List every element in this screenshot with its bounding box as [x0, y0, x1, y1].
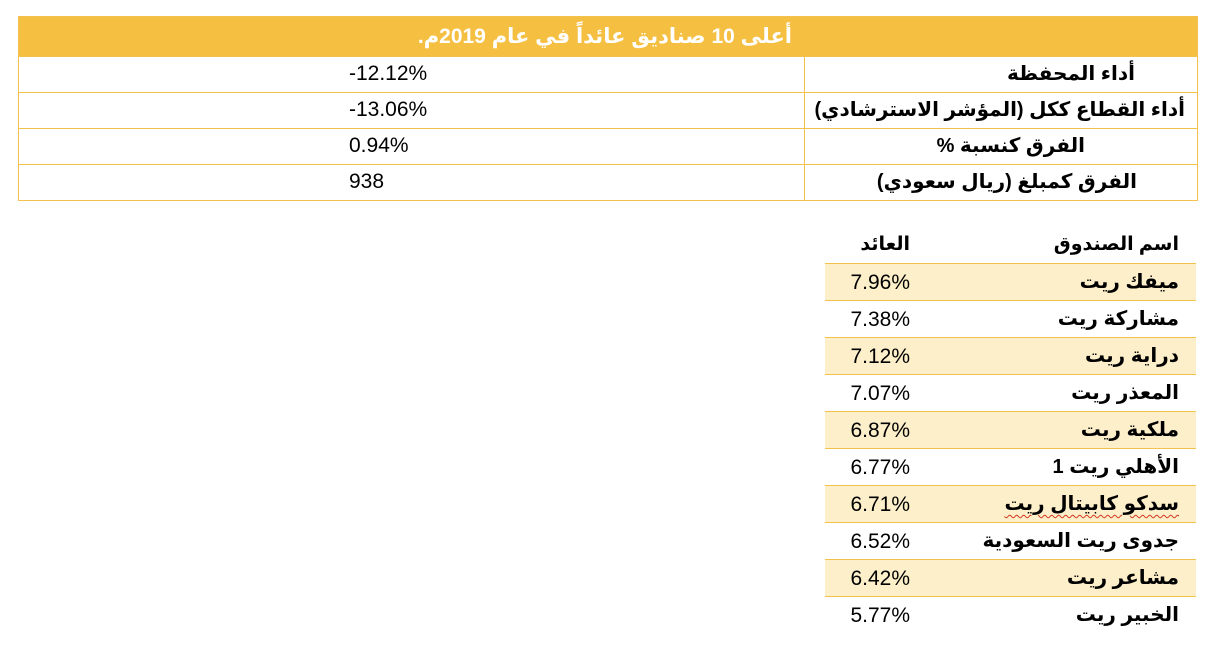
summary-label: الفرق كنسبة %	[936, 135, 1085, 157]
fund-row: 6.77% الأهلي ريت 1	[825, 448, 1196, 485]
funds-table: العائد اسم الصندوق 7.96% ميفك ريت 7.38% …	[825, 226, 1196, 633]
fund-name: جدوى ريت السعودية	[982, 530, 1179, 552]
fund-row: 6.42% مشاعر ريت	[825, 559, 1196, 596]
fund-return: 6.77%	[850, 456, 910, 479]
funds-header: العائد اسم الصندوق	[825, 226, 1196, 263]
fund-row: 7.12% دراية ريت	[825, 337, 1196, 374]
fund-name: سدكو كابيتال ريت	[910, 486, 1196, 522]
summary-value: -12.12%	[19, 57, 805, 92]
fund-return: 6.87%	[850, 419, 910, 442]
fund-row: 6.71% سدكو كابيتال ريت	[825, 485, 1196, 522]
summary-label: أداء القطاع ككل (المؤشر الاسترشادي)	[814, 99, 1186, 121]
summary-value: 938	[19, 165, 805, 200]
fund-name: الأهلي ريت 1	[1052, 456, 1179, 478]
fund-name: مشاعر ريت	[1066, 567, 1179, 589]
fund-name: الخبير ريت	[1075, 604, 1179, 626]
fund-row: 7.07% المعذر ريت	[825, 374, 1196, 411]
fund-name: ميفك ريت	[1079, 271, 1179, 293]
spellcheck-underlined-text: سدكو كابيتال ريت	[1004, 493, 1179, 515]
summary-row: 938 الفرق كمبلغ (ريال سعودي)	[19, 164, 1197, 200]
fund-name: ملكية ريت	[1080, 419, 1179, 441]
fund-return: 7.12%	[850, 345, 910, 368]
summary-value: -13.06%	[19, 93, 805, 128]
fund-return: 7.38%	[850, 308, 910, 331]
summary-table: أعلى 10 صناديق عائداً في عام 2019م. -12.…	[18, 16, 1198, 201]
return-column-header: العائد	[860, 234, 910, 255]
fund-return: 6.71%	[850, 493, 910, 516]
fund-name: المعذر ريت	[1071, 382, 1179, 404]
fund-return: 5.77%	[850, 604, 910, 627]
fund-row: 7.38% مشاركة ريت	[825, 300, 1196, 337]
fund-row: 5.77% الخبير ريت	[825, 596, 1196, 633]
fund-return: 7.07%	[850, 382, 910, 405]
fund-row: 7.96% ميفك ريت	[825, 263, 1196, 300]
fund-return: 6.42%	[850, 567, 910, 590]
summary-row: -12.12% أداء المحفظة	[19, 56, 1197, 92]
fund-return: 6.52%	[850, 530, 910, 553]
summary-label: الفرق كمبلغ (ريال سعودي)	[876, 171, 1137, 193]
summary-row: -13.06% أداء القطاع ككل (المؤشر الاسترشا…	[19, 92, 1197, 128]
fund-row: 6.52% جدوى ريت السعودية	[825, 522, 1196, 559]
summary-title: أعلى 10 صناديق عائداً في عام 2019م.	[19, 17, 1197, 56]
fund-name: مشاركة ريت	[1057, 308, 1179, 330]
summary-value: 0.94%	[19, 129, 805, 164]
fund-row: 6.87% ملكية ريت	[825, 411, 1196, 448]
summary-label: أداء المحفظة	[1007, 63, 1135, 85]
fund-name: دراية ريت	[1084, 345, 1179, 367]
fund-return: 7.96%	[850, 271, 910, 294]
summary-row: 0.94% الفرق كنسبة %	[19, 128, 1197, 164]
fund-name-column-header: اسم الصندوق	[1053, 234, 1179, 255]
